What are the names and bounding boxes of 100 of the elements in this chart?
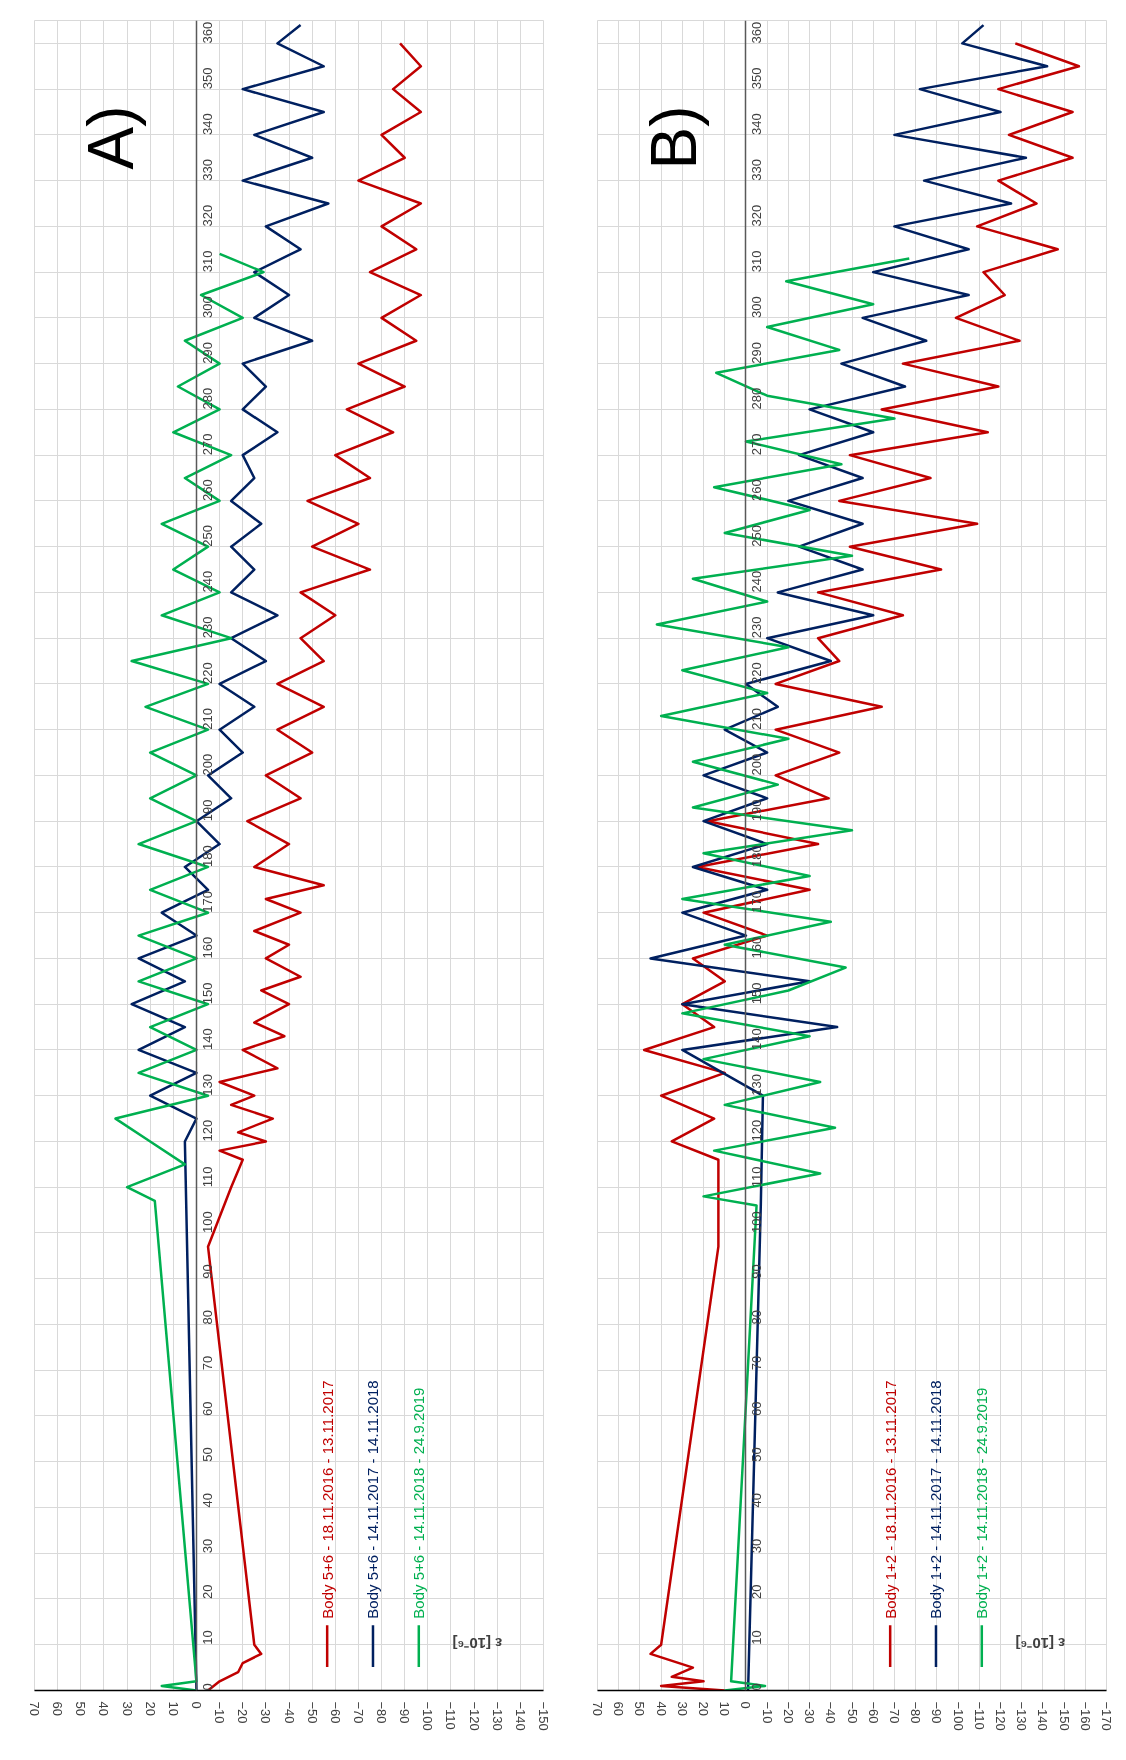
y-tick-label: 150	[199, 982, 215, 1005]
x-tick-label: 0	[188, 1701, 204, 1709]
x-tick-label: −50	[304, 1701, 320, 1724]
x-tick-label: −130	[489, 1701, 505, 1731]
y-tick-label: 330	[749, 158, 765, 181]
y-tick-label: 30	[749, 1538, 765, 1554]
x-tick-label: −150	[536, 1701, 551, 1731]
y-tick-label: 280	[749, 387, 765, 410]
y-tick-label: 150	[749, 982, 765, 1005]
y-tick-label: 10	[199, 1630, 215, 1645]
x-tick-label: −140	[512, 1701, 528, 1731]
y-tick-label: 100	[749, 1211, 765, 1233]
y-tick-label: 70	[199, 1355, 215, 1371]
y-tick-label: 160	[749, 936, 765, 959]
x-tick-label: 20	[696, 1701, 712, 1716]
y-tick-label: 230	[749, 616, 765, 639]
y-tick-label: 160	[199, 936, 215, 959]
y-tick-label: 100	[199, 1211, 215, 1233]
x-tick-label: −140	[1035, 1701, 1051, 1731]
x-tick-label: −110	[971, 1701, 987, 1730]
x-tick-label: −90	[929, 1701, 945, 1724]
y-tick-label: 110	[749, 1166, 765, 1188]
x-tick-label: −80	[374, 1701, 390, 1724]
x-tick-label: 20	[142, 1701, 158, 1716]
y-tick-label: 320	[199, 204, 215, 227]
y-tick-label: 360	[749, 21, 765, 44]
y-tick-label: 250	[749, 524, 765, 547]
text: A)	[74, 105, 147, 170]
y-tick-label: 340	[749, 113, 765, 135]
x-tick-label: −120	[466, 1701, 482, 1731]
y-tick-label: 280	[199, 387, 215, 410]
x-tick-label: −80	[908, 1701, 924, 1724]
y-tick-label: 90	[749, 1264, 765, 1279]
x-tick-label: −10	[212, 1701, 228, 1724]
x-tick-label: 10	[165, 1701, 181, 1716]
text: B)	[637, 105, 710, 170]
text: Body 5+6 - 18.11.2016 - 13.11.2017	[318, 1380, 336, 1619]
text: Body 5+6 - 14.11.2018 - 24.9.2019	[410, 1387, 428, 1619]
x-tick-label: −130	[1014, 1701, 1030, 1731]
x-tick-label: −40	[281, 1701, 297, 1724]
y-tick-label: 60	[199, 1401, 215, 1416]
y-tick-label: 220	[749, 662, 765, 684]
y-tick-label: 200	[199, 753, 215, 776]
y-tick-label: 270	[749, 433, 765, 456]
text: Body 1+2 - 18.11.2016 - 13.11.2017	[881, 1380, 899, 1619]
x-tick-label: −20	[780, 1701, 796, 1724]
x-tick-label: −100	[950, 1701, 966, 1731]
y-tick-label: 20	[199, 1584, 215, 1599]
x-tick-label: −60	[327, 1701, 343, 1724]
y-tick-label: 240	[749, 570, 765, 593]
x-tick-label: −170	[1099, 1701, 1114, 1731]
y-tick-label: 60	[749, 1401, 765, 1416]
x-tick-label: −10	[759, 1701, 775, 1724]
y-tick-label: 320	[749, 204, 765, 227]
y-tick-label: 170	[199, 890, 215, 913]
x-tick-label: −30	[802, 1701, 818, 1724]
x-tick-label: −100	[420, 1701, 436, 1731]
y-tick-label: 140	[199, 1028, 215, 1050]
y-tick-label: 300	[199, 296, 215, 318]
x-tick-label: 40	[96, 1701, 112, 1716]
y-tick-label: 230	[199, 616, 215, 639]
x-tick-label: −20	[235, 1701, 251, 1724]
x-tick-label: −90	[397, 1701, 413, 1724]
x-tick-label: −150	[1056, 1701, 1072, 1731]
y-tick-label: 350	[199, 67, 215, 90]
x-tick-label: 40	[653, 1701, 669, 1716]
y-tick-label: 290	[749, 341, 765, 364]
x-tick-label: −70	[350, 1701, 366, 1724]
x-tick-label: −60	[865, 1701, 881, 1724]
y-tick-label: 310	[199, 250, 215, 273]
y-tick-label: 350	[749, 67, 765, 90]
y-tick-label: 210	[199, 707, 215, 730]
y-tick-label: 80	[199, 1310, 215, 1325]
y-tick-label: 190	[749, 799, 765, 822]
y-tick-label: 50	[199, 1447, 215, 1462]
y-tick-label: 180	[199, 845, 215, 867]
y-tick-label: 20	[749, 1584, 765, 1599]
y-tick-label: 170	[749, 890, 765, 913]
y-tick-label: 0	[199, 1683, 215, 1691]
y-tick-label: 0	[749, 1683, 765, 1691]
text: Body 1+2 - 14.11.2017 - 14.11.2018	[927, 1380, 945, 1619]
x-tick-label: −50	[844, 1701, 860, 1724]
x-tick-label: 10	[717, 1701, 733, 1716]
x-tick-label: 50	[632, 1701, 648, 1716]
x-tick-label: −110	[443, 1701, 459, 1730]
y-tick-label: 340	[199, 113, 215, 135]
y-tick-label: 50	[749, 1447, 765, 1462]
y-tick-label: 130	[749, 1074, 765, 1096]
y-tick-label: 120	[199, 1119, 215, 1142]
y-tick-label: 270	[199, 433, 215, 456]
y-tick-label: 120	[749, 1119, 765, 1142]
y-tick-label: 190	[199, 799, 215, 822]
y-tick-label: 90	[199, 1264, 215, 1279]
y-tick-label: 80	[749, 1310, 765, 1325]
y-tick-label: 40	[749, 1493, 765, 1508]
y-tick-label: 210	[749, 707, 765, 730]
y-tick-label: 140	[749, 1028, 765, 1050]
y-tick-label: 70	[749, 1355, 765, 1371]
x-axis-title: ε [10⁻⁶]	[452, 1635, 503, 1653]
y-tick-label: 130	[199, 1074, 215, 1096]
